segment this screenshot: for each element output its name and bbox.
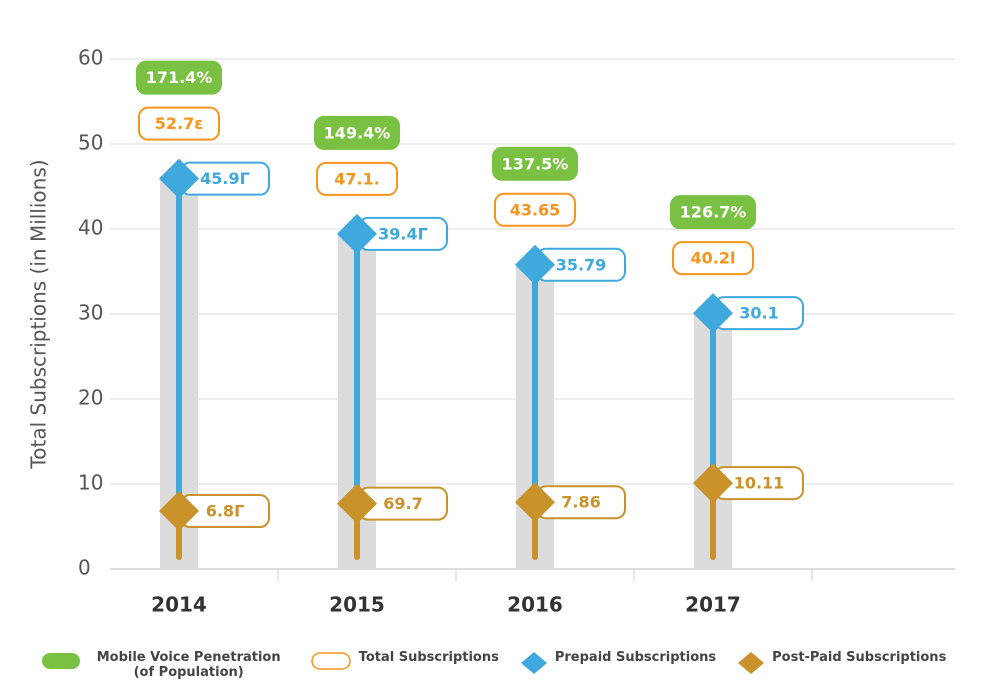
legend-label: Prepaid Subscriptions bbox=[554, 650, 717, 665]
total-label-box-label: 47.1. bbox=[334, 169, 380, 188]
total-label-box bbox=[138, 106, 220, 141]
prepaid-marker bbox=[515, 244, 555, 285]
postpaid-label-box-label: 6.8Γ bbox=[206, 502, 245, 521]
postpaid-marker bbox=[159, 491, 199, 532]
prepaid-label-box-label: 39.4Γ bbox=[378, 224, 428, 243]
y-axis-label: Total Subscriptions (in Millions) bbox=[27, 159, 51, 469]
x-tick-label: 2015 bbox=[329, 593, 385, 617]
legend-item: Post-Paid Subscriptions bbox=[738, 650, 946, 680]
x-tick-label: 2017 bbox=[685, 593, 741, 617]
y-tick-label: 0 bbox=[78, 556, 91, 580]
penetration-label-box-label: 149.4% bbox=[324, 123, 391, 142]
postpaid-label-box-label: 7.86 bbox=[561, 493, 600, 512]
legend-item: Total Subscriptions bbox=[310, 650, 499, 680]
legend-label: Post-Paid Subscriptions bbox=[772, 650, 947, 665]
legend-item: Mobile Voice Penetration (of Population) bbox=[41, 650, 289, 680]
postpaid-marker bbox=[693, 463, 733, 504]
prepaid-marker bbox=[337, 213, 377, 254]
prepaid-marker bbox=[693, 293, 733, 334]
chart: Total Subscriptions (in Millions) 0 10 20 3… bbox=[27, 46, 955, 617]
postpaid-label-box-label: 69.7 bbox=[383, 494, 422, 513]
penetration-label-box-label: 171.4% bbox=[146, 68, 213, 87]
penetration-label-box bbox=[492, 146, 578, 181]
total-label-box bbox=[316, 161, 398, 196]
y-tick-label: 20 bbox=[78, 386, 103, 410]
y-tick-label: 30 bbox=[78, 301, 103, 325]
legend: Mobile Voice Penetration (of Population)… bbox=[0, 650, 987, 680]
legend-swatch bbox=[41, 653, 80, 669]
prepaid-label-box-label: 30.1 bbox=[739, 304, 778, 323]
y-tick-label: 60 bbox=[78, 46, 103, 70]
total-label-box-label: 40.2ا bbox=[691, 249, 736, 268]
x-tick-label: 2016 bbox=[507, 593, 563, 617]
total-label-box-label: 52.7ε bbox=[155, 114, 203, 133]
postpaid-label-box-label: 10.11 bbox=[734, 474, 785, 493]
postpaid-marker bbox=[337, 483, 377, 524]
total-label-box-label: 43.65 bbox=[510, 200, 561, 219]
prepaid-label-box-label: 45.9Γ bbox=[200, 169, 250, 188]
legend-label: Total Subscriptions bbox=[358, 650, 499, 665]
legend-swatch bbox=[520, 652, 547, 674]
penetration-label-box-label: 126.7% bbox=[680, 203, 747, 222]
prepaid-marker bbox=[159, 158, 199, 199]
y-tick-label: 10 bbox=[78, 471, 103, 495]
legend-item: Prepaid Subscriptions bbox=[520, 650, 717, 680]
x-tick-label: 2014 bbox=[151, 593, 207, 617]
legend-label: Mobile Voice Penetration (of Population) bbox=[96, 650, 281, 680]
y-tick-label: 50 bbox=[78, 131, 103, 155]
legend-swatch bbox=[310, 652, 351, 670]
total-label-box bbox=[494, 192, 576, 227]
penetration-label-box-label: 137.5% bbox=[502, 154, 569, 173]
penetration-label-box bbox=[314, 115, 400, 150]
penetration-label-box bbox=[136, 60, 222, 95]
y-tick-label: 40 bbox=[78, 216, 103, 240]
prepaid-label-box-label: 35.79 bbox=[556, 255, 607, 274]
legend-swatch bbox=[738, 652, 765, 674]
penetration-label-box bbox=[670, 195, 756, 230]
total-label-box bbox=[672, 241, 754, 276]
postpaid-marker bbox=[515, 482, 555, 523]
